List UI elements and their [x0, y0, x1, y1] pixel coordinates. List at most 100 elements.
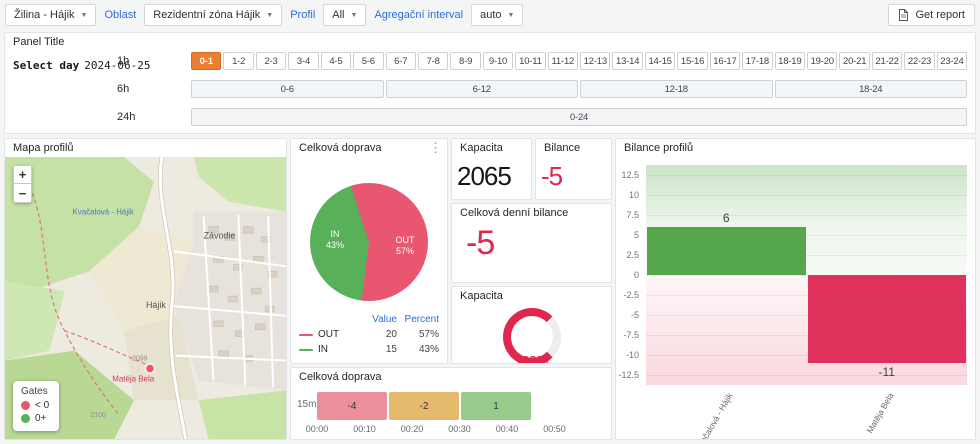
hour-range-button[interactable]: 23-24 [936, 52, 968, 70]
hour-range-button[interactable]: 3-4 [288, 52, 319, 70]
x-axis-category-label: Matěja Bela [864, 391, 896, 435]
chevron-down-icon: ▼ [350, 11, 358, 19]
day-row: 24h 0-24 [117, 107, 967, 127]
hour-range-button[interactable]: 8-9 [450, 52, 481, 70]
panel-menu-icon[interactable]: ⋮ [429, 140, 442, 155]
legend-series-name[interactable]: OUT [318, 329, 340, 340]
x-axis-category-label: Kvačalová - Hájik [693, 391, 735, 440]
pie-slice-label-out: OUT 57% [386, 235, 424, 257]
zoom-out-button[interactable]: − [13, 184, 32, 203]
select-day-value[interactable]: 2024-06-25 [84, 59, 151, 72]
timeline-segment[interactable]: 1 [461, 392, 531, 420]
region-dropdown[interactable]: Žilina - Hájik ▼ [5, 4, 97, 26]
six-hour-row-label: 6h [117, 83, 130, 95]
day-range-button[interactable]: 0-24 [191, 108, 967, 126]
gauge-inner [510, 316, 553, 358]
map-forest [5, 281, 65, 361]
hour-range-button[interactable]: 22-23 [904, 52, 935, 70]
timeline-x-axis: 00:00 00:10 00:20 00:30 00:40 00:50 [306, 424, 607, 436]
gridline [646, 295, 967, 296]
slice-name: OUT [395, 235, 415, 245]
hour-row: 1h 0-1 1-2 2-3 3-4 4-5 5-6 6-7 7-8 8-9 9-10 10-11 1… [117, 51, 968, 71]
x-axis-tick: 00:30 [448, 424, 471, 434]
profile-balance-panel: Bilance profilů 12.5 10 7.5 5 2.5 0 -2.5 -5 -7.5… [615, 138, 976, 440]
panel-title: Kapacita [460, 142, 503, 154]
hour-range-button[interactable]: 11-12 [547, 52, 579, 70]
six-hour-range-button[interactable]: 18-24 [774, 80, 967, 98]
chevron-down-icon: ▼ [80, 11, 88, 19]
hour-range-button[interactable]: 18-19 [774, 52, 806, 70]
interval-dropdown-value: auto [480, 9, 502, 21]
map-label-2099: 2099 [132, 356, 148, 363]
legend-percent-header[interactable]: Percent [404, 314, 439, 325]
six-hour-range-button[interactable]: 6-12 [385, 80, 578, 98]
map-field [89, 226, 194, 331]
y-axis-tick: 10 [628, 190, 639, 200]
hour-range-button[interactable]: 0-1 [191, 52, 222, 70]
daily-balance-panel: Celková denní bilance -5 [451, 203, 612, 283]
map-canvas[interactable]: Kvačalová - Hájik Závodie Hájik 2099 Mat… [5, 157, 286, 439]
hour-range-button[interactable]: 5-6 [353, 52, 384, 70]
timeline-segment[interactable]: -4 [317, 392, 387, 420]
six-hour-range-button[interactable]: 0-6 [191, 80, 384, 98]
bar[interactable] [807, 275, 966, 363]
interval-dropdown[interactable]: auto ▼ [471, 4, 524, 26]
y-axis-tick: 2.5 [626, 250, 639, 260]
map-marker-mateja-bela[interactable] [144, 363, 156, 374]
hour-range-button[interactable]: 13-14 [612, 52, 643, 70]
time-selector-panel: Panel Title Select day 2024-06-25 1h 0-1 1… [4, 32, 976, 134]
map-label-mateja-bela: Matěja Bela [112, 374, 155, 383]
gauge-value: 123% [514, 353, 549, 364]
pie-chart[interactable]: IN 43% OUT 57% [310, 183, 428, 301]
hour-range-button[interactable]: 16-17 [709, 52, 741, 70]
bar-chart-plot: 6 -11 Kvačalová - Hájik Matěja Bela [646, 165, 967, 439]
hour-range-button[interactable]: 2-3 [255, 52, 287, 70]
get-report-label: Get report [915, 9, 965, 21]
oblast-dropdown[interactable]: Rezidentní zóna Hájik ▼ [144, 4, 283, 26]
six-hour-range-button[interactable]: 12-18 [580, 80, 773, 98]
hour-range-button[interactable]: 10-11 [515, 52, 546, 70]
timeline-segment[interactable]: -2 [389, 392, 459, 420]
map-label-kvacalova-hajik: Kvačalová - Hájik [73, 208, 134, 217]
hour-range-button[interactable]: 14-15 [644, 52, 676, 70]
oblast-dropdown-value: Rezidentní zóna Hájik [153, 9, 261, 21]
hour-range-button[interactable]: 7-8 [417, 52, 449, 70]
hour-range-button[interactable]: 15-16 [677, 52, 708, 70]
document-icon [899, 9, 909, 21]
hour-range-button[interactable]: 20-21 [839, 52, 870, 70]
map-streets [171, 214, 286, 388]
map-legend-label: < 0 [35, 400, 50, 411]
legend-percent: 57% [418, 329, 439, 340]
x-axis-tick: 00:20 [400, 424, 424, 434]
legend-value-header[interactable]: Value [372, 314, 397, 325]
legend-series-name[interactable]: IN [318, 344, 328, 355]
bar[interactable] [647, 227, 806, 275]
hour-range-button[interactable]: 9-10 [482, 52, 514, 70]
hour-range-button[interactable]: 12-13 [580, 52, 611, 70]
traffic-timeline-panel: Celková doprava 15m -4 -2 1 00:00 00:10 00:2… [290, 367, 612, 440]
map-legend-items: < 0 0+ [21, 399, 49, 425]
hour-range-button[interactable]: 6-7 [385, 52, 416, 70]
y-axis-tick: 5 [633, 230, 639, 240]
hour-buttons-group: 0-1 1-2 2-3 3-4 4-5 5-6 6-7 7-8 8-9 9-10 10-11 11-1… [191, 52, 968, 70]
profil-dropdown[interactable]: All ▼ [323, 4, 367, 26]
map-legend-title: Gates [21, 386, 48, 397]
hour-range-button[interactable]: 17-18 [742, 52, 773, 70]
map-panel: Mapa profilů + − Gates < 0 0+ [4, 138, 287, 440]
map-legend-item: 0+ [21, 412, 49, 425]
map-zoom-control: + − [13, 165, 32, 203]
hour-range-button[interactable]: 1-2 [223, 52, 254, 70]
panel-title: Kapacita [460, 290, 503, 302]
map-label-2100: 2100 [90, 412, 106, 419]
legend-swatch [299, 333, 313, 336]
bar-value-label: 6 [722, 211, 730, 225]
zoom-in-button[interactable]: + [13, 165, 32, 184]
gridline [646, 255, 967, 256]
profil-label: Profil [290, 9, 316, 21]
get-report-button[interactable]: Get report [888, 4, 975, 26]
hour-range-button[interactable]: 19-20 [807, 52, 838, 70]
hour-range-button[interactable]: 4-5 [320, 52, 352, 70]
x-axis-tick: 00:50 [543, 424, 566, 434]
panel-title: Bilance [544, 142, 581, 154]
hour-range-button[interactable]: 21-22 [871, 52, 903, 70]
